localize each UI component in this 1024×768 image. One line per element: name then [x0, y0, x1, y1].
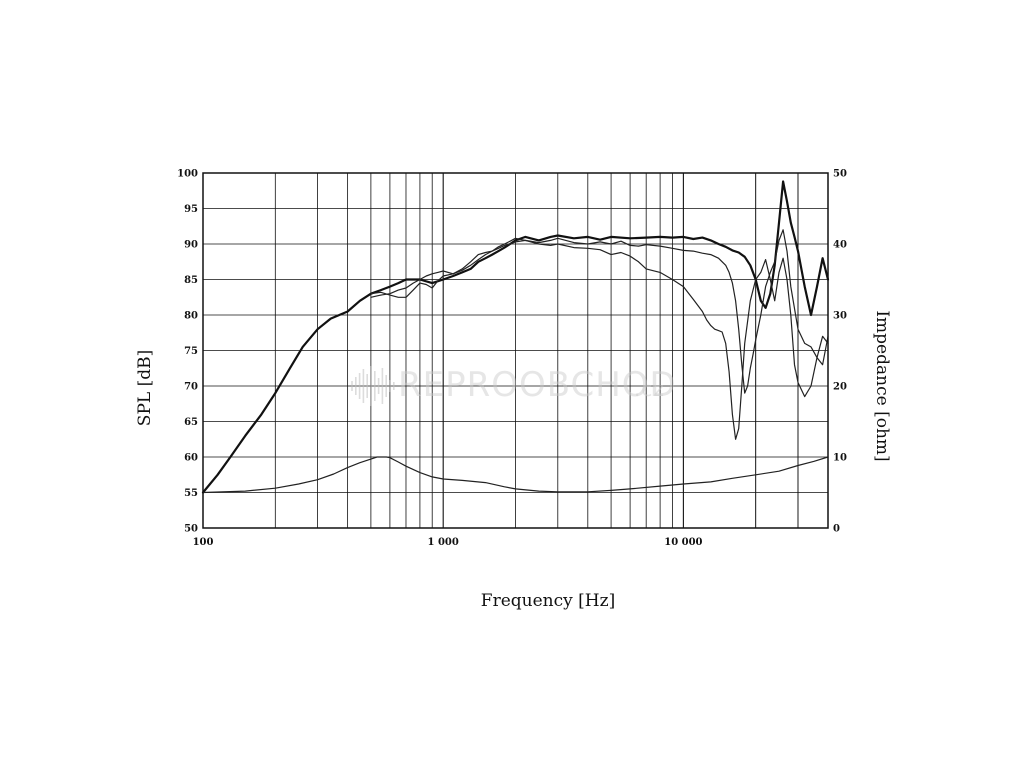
spl-curve-1 — [201, 180, 830, 494]
y-tick-label: 95 — [184, 204, 198, 215]
y2-tick-label: 10 — [833, 453, 847, 464]
y-tick-label: 60 — [184, 453, 198, 464]
y2-tick-label: 0 — [833, 524, 840, 535]
y-axis-label: SPL [dB] — [135, 350, 155, 426]
y2-axis-label: Impedance [ohm] — [872, 310, 892, 461]
y-tick-label: 55 — [184, 488, 198, 499]
y-tick-label: 75 — [184, 346, 198, 357]
y-tick-label: 70 — [184, 382, 198, 393]
y-tick-label: 80 — [184, 311, 198, 322]
watermark-suffix: .cz — [634, 377, 665, 401]
watermark: REPROOBCHOD .cz — [351, 365, 677, 406]
impedance-curve — [202, 456, 829, 494]
plot-frame — [202, 172, 829, 529]
watermark-text: REPROOBCHOD — [398, 365, 677, 405]
grid — [203, 172, 828, 529]
x-axis-ticks: 100 1 000 10 000 — [193, 537, 703, 548]
y-tick-label: 50 — [184, 524, 198, 535]
y-tick-label: 85 — [184, 275, 198, 286]
waveform-logo-icon — [351, 366, 395, 406]
y2-tick-label: 40 — [833, 240, 847, 251]
y2-tick-label: 50 — [833, 169, 847, 180]
series-group — [201, 180, 830, 494]
spl-curve-2 — [370, 229, 829, 394]
y-tick-label: 65 — [184, 417, 198, 428]
x-axis-label: Frequency [Hz] — [481, 591, 615, 611]
y2-tick-label: 20 — [833, 382, 847, 393]
x-tick-label: 100 — [193, 537, 214, 548]
spl-curve-3 — [370, 237, 829, 440]
y2-tick-label: 30 — [833, 311, 847, 322]
left-axis-ticks: 100 95 90 85 80 75 70 65 60 55 50 — [177, 169, 198, 535]
x-tick-label: 10 000 — [664, 537, 702, 548]
y-tick-label: 90 — [184, 240, 198, 251]
x-tick-label: 1 000 — [428, 537, 459, 548]
right-axis-ticks: 50 40 30 20 10 0 — [833, 169, 847, 535]
y-tick-label: 100 — [177, 169, 198, 180]
